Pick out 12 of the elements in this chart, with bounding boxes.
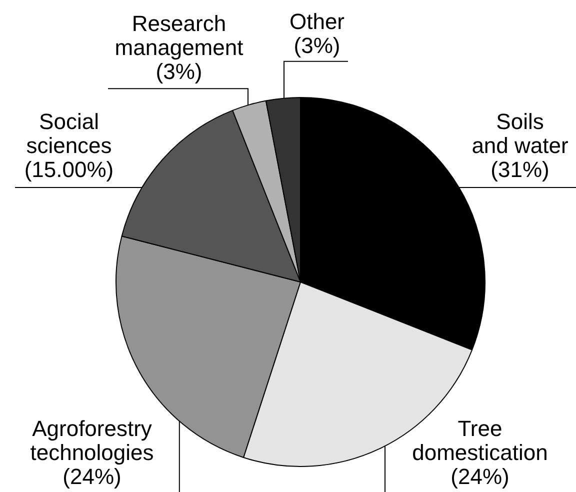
slice-label: Soils and water [472, 109, 568, 158]
data-label: (15.00%) [24, 157, 114, 182]
slice-label: Social sciences [26, 109, 112, 158]
data-label: (3%) [156, 59, 202, 84]
slice-label: Tree domestication [412, 416, 548, 465]
data-label: (31%) [490, 157, 550, 182]
data-label: (24%) [62, 464, 122, 489]
data-label: (24%) [450, 464, 510, 489]
slice-label: Agroforestry technologies [30, 416, 154, 465]
slice-label: Other [289, 9, 345, 34]
slice-label: Research management [114, 11, 244, 60]
data-label: (3%) [294, 33, 340, 58]
